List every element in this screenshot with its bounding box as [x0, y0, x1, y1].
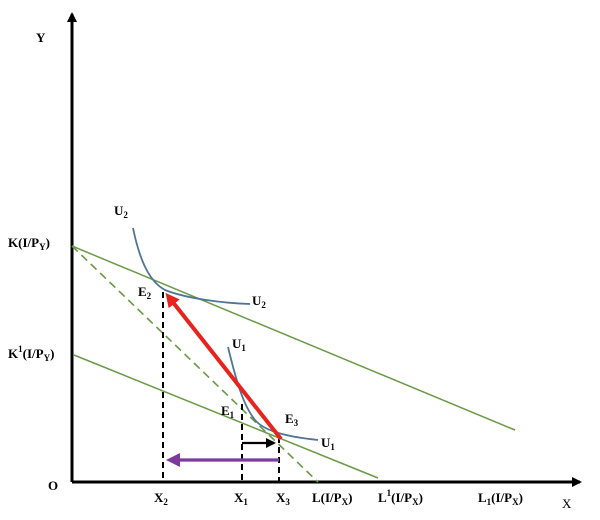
x-label-x3: X3 — [276, 490, 290, 507]
budget-line-k1-l1 — [73, 354, 379, 479]
curve-label-u1-right: U1 — [321, 435, 335, 452]
indifference-curve-u2 — [132, 227, 251, 305]
x-label-x1: X1 — [234, 490, 248, 507]
substitution-effect-arrow — [165, 292, 283, 441]
x-label-x2: X2 — [154, 490, 168, 507]
budget-line-k-l-dashed — [71, 245, 319, 483]
origin-label: O — [48, 478, 58, 493]
point-label-e1: E1 — [221, 403, 235, 420]
x-label-l1-sup: L1(I/PX) — [378, 488, 423, 507]
x-label-l: L(I/PX) — [312, 490, 352, 507]
curve-label-u2-top: U2 — [114, 203, 128, 220]
x-axis-label: X — [562, 496, 572, 511]
curve-label-u2-right: U2 — [252, 293, 266, 310]
curve-label-u1-top: U1 — [232, 336, 246, 353]
budget-line-k-l1 — [71, 245, 516, 431]
indifference-curve-u1 — [227, 346, 319, 441]
y-label-k: K(I/PY) — [8, 235, 50, 252]
point-label-e3: E3 — [285, 411, 299, 428]
y-axis-label: Y — [36, 30, 46, 45]
point-label-e2: E2 — [138, 284, 152, 301]
x-label-l1-sub: L1(I/PX) — [478, 490, 523, 507]
y-label-k1: K1(I/PY) — [8, 344, 54, 363]
